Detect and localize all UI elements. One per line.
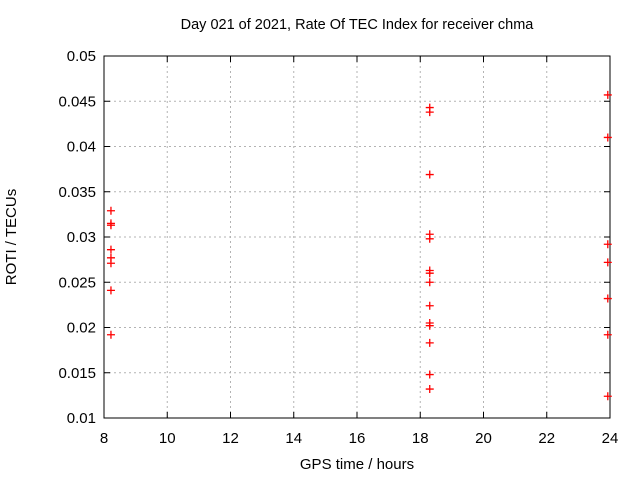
data-point-marker: [106, 330, 115, 339]
plot-border: [103, 55, 611, 419]
x-tick-label: 16: [349, 430, 366, 447]
y-tick-label: 0.03: [67, 229, 96, 246]
x-tick-label: 10: [159, 430, 176, 447]
x-tick-label: 12: [222, 430, 239, 447]
x-tick-label: 14: [285, 430, 302, 447]
y-axis-label: ROTI / TECUs: [3, 189, 20, 285]
y-tick-label: 0.05: [67, 48, 96, 65]
data-point-marker: [425, 108, 434, 117]
y-tick-label: 0.035: [58, 184, 96, 201]
data-point-marker: [425, 278, 434, 287]
data-point-marker: [425, 385, 434, 394]
data-point-marker: [603, 294, 612, 303]
y-tick-label: 0.025: [58, 274, 96, 291]
data-point-marker: [425, 170, 434, 179]
x-tick-label: 20: [475, 430, 492, 447]
data-point-marker: [603, 392, 612, 401]
data-point-marker: [603, 330, 612, 339]
x-tick-label: 22: [538, 430, 555, 447]
y-tick-label: 0.01: [67, 410, 96, 427]
data-point-marker: [603, 258, 612, 267]
data-point-marker: [603, 240, 612, 249]
y-tick-label: 0.04: [67, 139, 96, 156]
data-point-marker: [603, 133, 612, 142]
y-tick-label: 0.015: [58, 365, 96, 382]
data-point-marker: [425, 321, 434, 330]
x-tick-label: 24: [602, 430, 619, 447]
data-point-marker: [106, 259, 115, 268]
data-point-marker: [425, 269, 434, 278]
data-point-marker: [106, 221, 115, 230]
data-point-marker: [106, 286, 115, 295]
data-point-marker: [425, 370, 434, 379]
data-point-marker: [425, 234, 434, 243]
x-tick-label: 8: [100, 430, 108, 447]
y-tick-label: 0.045: [58, 93, 96, 110]
data-point-marker: [603, 90, 612, 99]
data-point-marker: [106, 206, 115, 215]
plot-layer: 8 10 12 14 16 18 20 22 24 0.01 0.015 0.02 0.025 0.03 0…: [58, 48, 618, 447]
data-point-marker: [425, 338, 434, 347]
y-tick-label: 0.02: [67, 320, 96, 337]
data-point-marker: [425, 301, 434, 310]
x-tick-label: 18: [412, 430, 429, 447]
x-axis-label: GPS time / hours: [300, 456, 414, 473]
data-point-marker: [106, 245, 115, 254]
chart-title: Day 021 of 2021, Rate Of TEC Index for r…: [181, 17, 535, 33]
